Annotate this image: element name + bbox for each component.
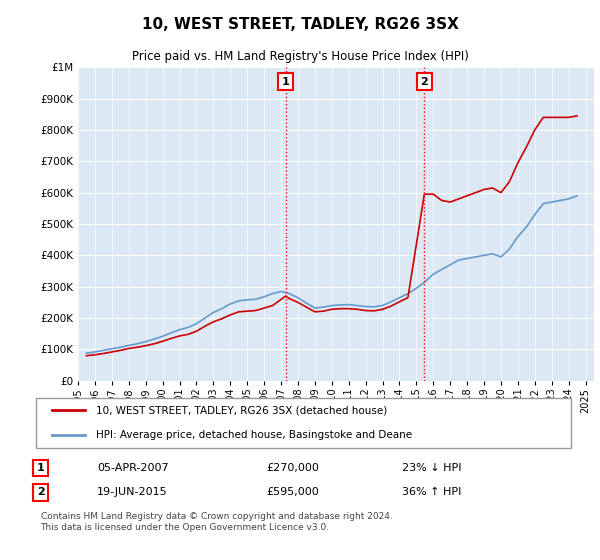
Text: 1: 1: [282, 77, 289, 87]
Text: 2: 2: [421, 77, 428, 87]
Text: 1: 1: [37, 463, 44, 473]
Text: Contains HM Land Registry data © Crown copyright and database right 2024.
This d: Contains HM Land Registry data © Crown c…: [41, 512, 392, 531]
Text: 10, WEST STREET, TADLEY, RG26 3SX: 10, WEST STREET, TADLEY, RG26 3SX: [142, 17, 458, 32]
Text: 05-APR-2007: 05-APR-2007: [97, 463, 169, 473]
Text: 10, WEST STREET, TADLEY, RG26 3SX (detached house): 10, WEST STREET, TADLEY, RG26 3SX (detac…: [96, 405, 388, 416]
Text: £270,000: £270,000: [266, 463, 319, 473]
FancyBboxPatch shape: [35, 398, 571, 448]
Text: 2: 2: [37, 487, 44, 497]
Text: HPI: Average price, detached house, Basingstoke and Deane: HPI: Average price, detached house, Basi…: [96, 430, 412, 440]
Text: £595,000: £595,000: [266, 487, 319, 497]
Text: 36% ↑ HPI: 36% ↑ HPI: [401, 487, 461, 497]
Text: 19-JUN-2015: 19-JUN-2015: [97, 487, 167, 497]
Text: Price paid vs. HM Land Registry's House Price Index (HPI): Price paid vs. HM Land Registry's House …: [131, 50, 469, 63]
Text: 23% ↓ HPI: 23% ↓ HPI: [401, 463, 461, 473]
